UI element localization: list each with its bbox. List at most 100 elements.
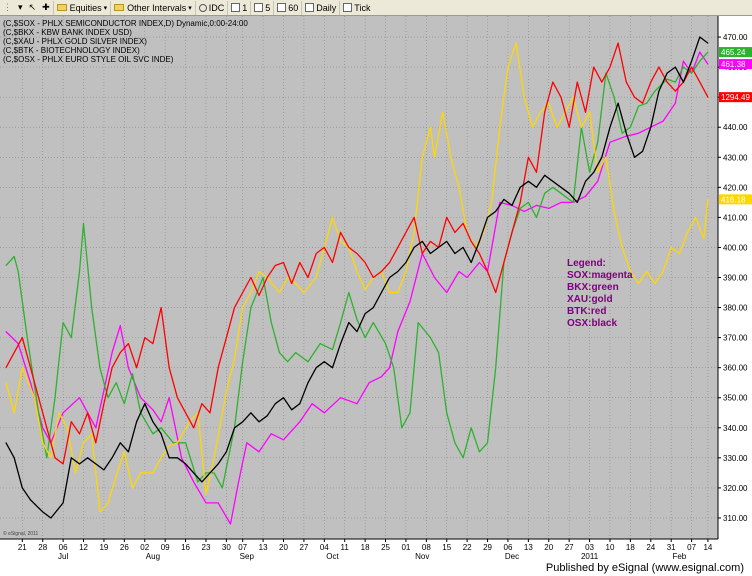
last-value-label-btk: 1294.49 [719, 92, 752, 103]
interval-tick-button[interactable]: Tick [339, 0, 373, 15]
data-point [523, 96, 525, 98]
data-point [393, 367, 395, 369]
data-point [160, 307, 162, 309]
data-point [258, 295, 260, 296]
data-point [385, 343, 386, 345]
chart-menu-button[interactable]: ▾ [18, 2, 23, 12]
data-point [617, 42, 619, 44]
data-point [332, 367, 333, 369]
data-point [670, 246, 672, 248]
data-point [589, 111, 591, 113]
other-intervals-dropdown[interactable]: Other Intervals ▾ [110, 0, 195, 15]
data-point [25, 331, 27, 333]
legend-entry: OSX:black [567, 318, 617, 329]
data-point [527, 156, 529, 158]
series-osx [5, 36, 709, 519]
y-tick-label: 430.00 [723, 153, 748, 162]
header-line: (C,$OSX - PHLX EURO STYLE OIL SVC INDE) [3, 55, 174, 64]
y-tick-label: 350.00 [723, 394, 748, 403]
data-point [140, 472, 142, 474]
data-point [46, 457, 48, 459]
idc-interval-button[interactable]: IDC [194, 0, 228, 15]
data-point [446, 240, 448, 242]
data-point [152, 433, 154, 435]
legend-entry: BTK:red [567, 306, 606, 317]
data-point [658, 66, 660, 68]
data-point [572, 96, 574, 98]
header-line: (C,$SOX - PHLX SEMICONDUCTOR INDEX,D) Dy… [3, 19, 248, 28]
chart[interactable]: (C,$SOX - PHLX SEMICONDUCTOR INDEX,D) Dy… [0, 16, 752, 561]
data-point [205, 502, 207, 504]
data-point [409, 412, 411, 414]
data-point [283, 397, 284, 399]
last-value-label-xau: 416.18 [719, 194, 752, 205]
data-point [83, 222, 84, 224]
data-point [417, 322, 419, 324]
data-point [176, 457, 178, 459]
data-point [617, 102, 619, 104]
data-point [462, 222, 464, 224]
last-value-text: 461.38 [721, 60, 746, 69]
data-point [181, 457, 182, 459]
interval-daily-button[interactable]: Daily [301, 0, 339, 15]
data-point [576, 201, 578, 203]
data-point [536, 216, 537, 218]
data-point [30, 499, 31, 501]
data-point [230, 523, 231, 525]
data-point [234, 427, 235, 429]
data-point [642, 102, 644, 104]
data-point [246, 442, 248, 444]
interval-5-button[interactable]: 5 [250, 0, 273, 15]
data-point [507, 66, 509, 68]
x-month-label: Oct [326, 552, 339, 561]
x-month-label: Jul [58, 552, 68, 561]
data-point [666, 81, 668, 83]
data-point [152, 421, 154, 423]
data-point [364, 313, 366, 315]
data-point [593, 171, 595, 173]
data-point [74, 472, 76, 474]
interval-icon [254, 3, 264, 12]
data-point [50, 517, 52, 519]
data-point [576, 81, 578, 83]
data-point [160, 433, 162, 435]
interval-1-button[interactable]: 1 [227, 0, 250, 15]
data-point [499, 201, 501, 203]
data-point [42, 442, 44, 444]
y-tick-label: 360.00 [723, 364, 748, 373]
data-point [5, 442, 7, 444]
crosshair-tool-button[interactable]: ✚ [42, 2, 50, 12]
x-day-label: 09 [161, 543, 170, 552]
data-point [62, 463, 64, 465]
data-point [429, 253, 431, 254]
data-point [478, 262, 480, 263]
data-point [213, 472, 215, 474]
data-point [560, 192, 562, 194]
data-point [209, 412, 211, 414]
data-point [556, 126, 558, 128]
data-point [678, 253, 680, 254]
data-point [242, 361, 244, 363]
data-point [658, 90, 660, 92]
x-month-label: Feb [672, 552, 686, 561]
x-day-label: 13 [524, 543, 533, 552]
cursor-tool-button[interactable]: ↖ [28, 2, 37, 12]
data-point [389, 292, 391, 293]
data-point [136, 367, 138, 369]
data-point [5, 367, 7, 369]
data-point [168, 367, 170, 369]
data-point [458, 271, 460, 272]
data-point [548, 207, 550, 209]
data-point [613, 96, 615, 98]
equities-dropdown[interactable]: Equities ▾ [52, 0, 111, 15]
data-point [487, 271, 488, 272]
data-point [95, 427, 97, 429]
data-point [446, 292, 448, 293]
data-point [429, 240, 431, 242]
data-point [278, 292, 280, 293]
data-point [568, 192, 570, 194]
interval-60-button[interactable]: 60 [273, 0, 301, 15]
data-point [103, 469, 105, 471]
data-point [266, 415, 268, 417]
data-point [646, 271, 648, 272]
